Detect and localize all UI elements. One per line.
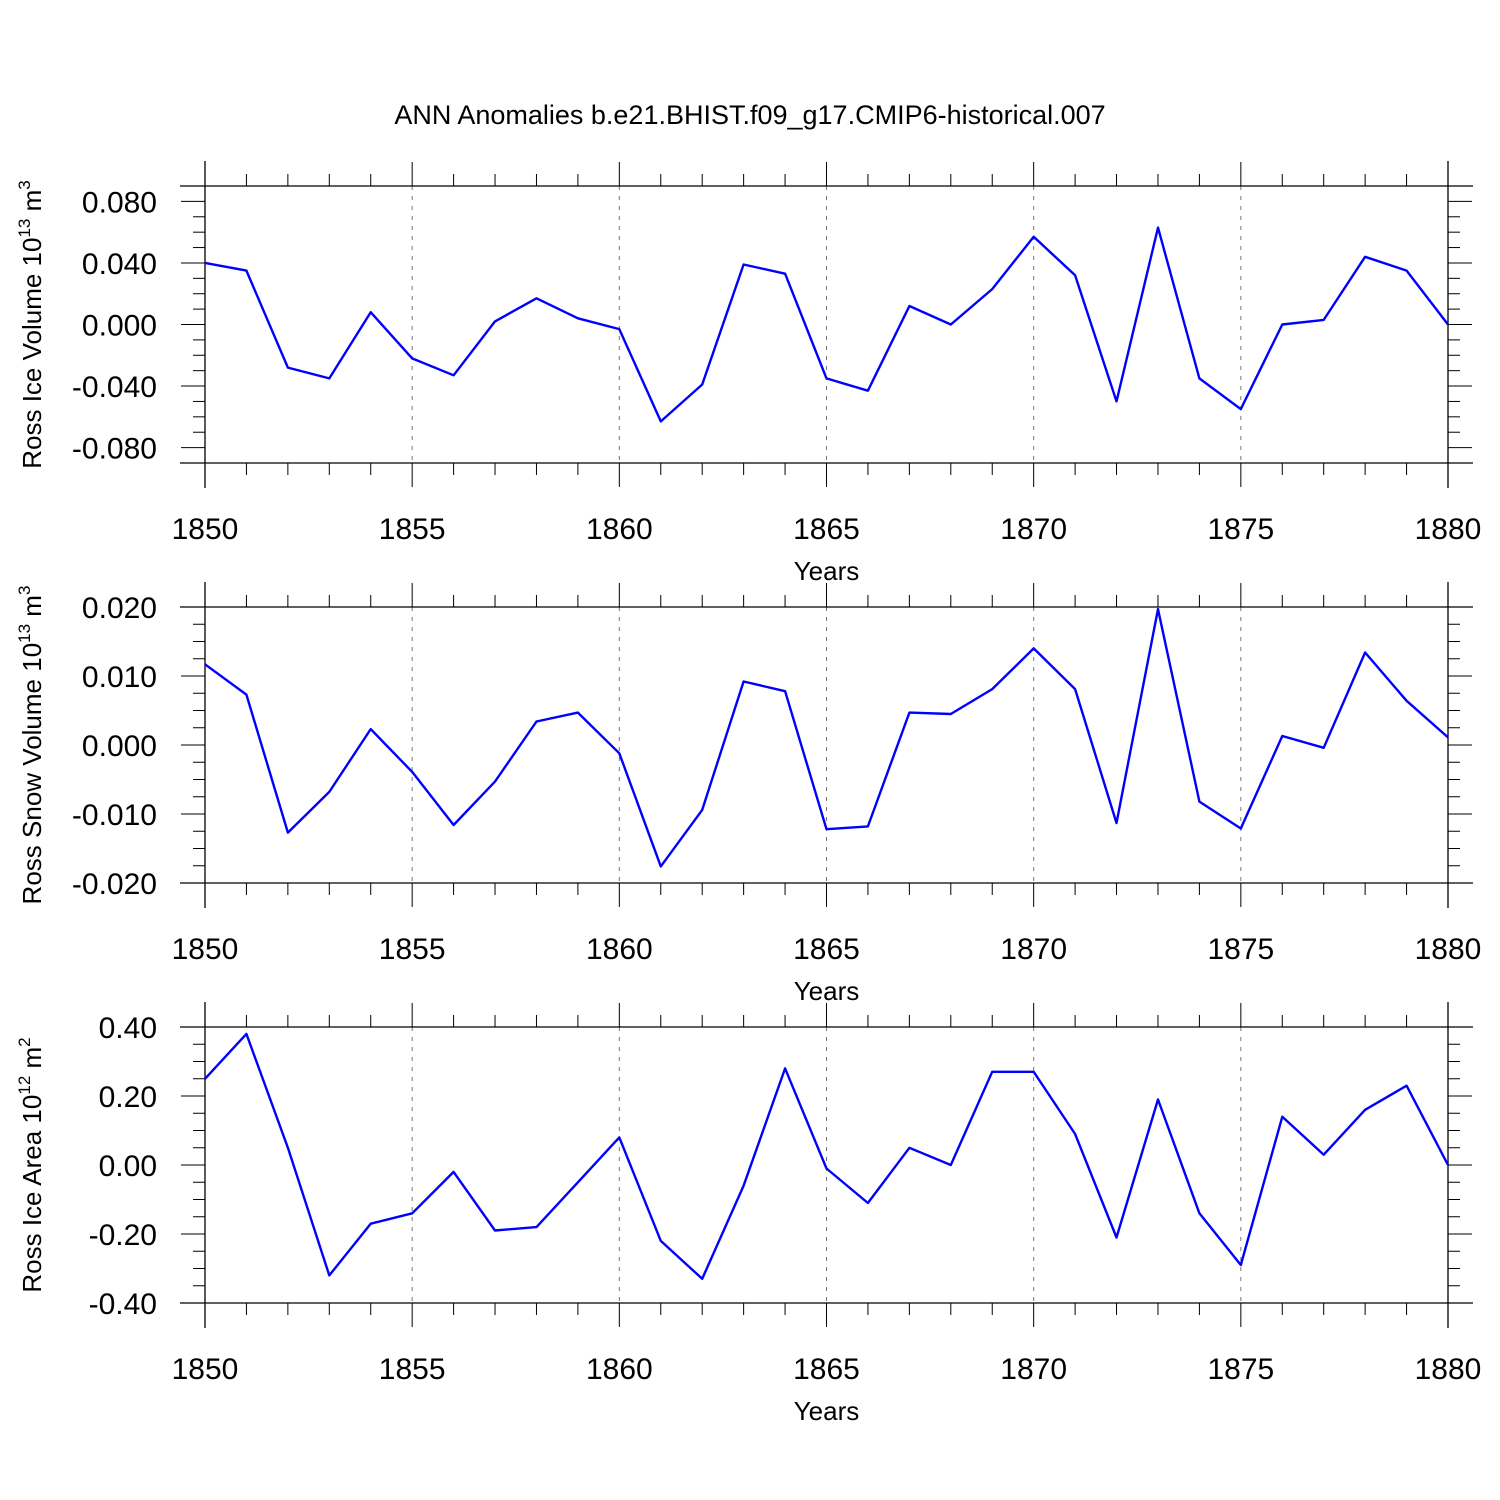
x-tick-label: 1880	[1415, 1353, 1482, 1386]
y-tick-label: 0.020	[82, 592, 157, 625]
y-tick-label: 0.20	[99, 1081, 157, 1114]
x-tick-label: 1850	[172, 513, 239, 546]
y-axis-title-exponent: 13	[15, 219, 34, 238]
y-tick-label: -0.40	[89, 1288, 157, 1321]
y-axis-title-unit-exponent: 2	[15, 1037, 34, 1046]
chart-panel-2: -0.020 -0.010 0.000 0.010 0.020 1850 1855 1860 1…	[15, 582, 1481, 1006]
chart-panel-3: -0.40 -0.20 0.00 0.20 0.40 1850 1855 1860 1865 18…	[15, 1002, 1481, 1426]
y-tick-label: 0.010	[82, 661, 157, 694]
y-axis-title: Ross Snow Volume 1013 m3	[15, 586, 47, 905]
panels-group: -0.080 -0.040 0.000 0.040 0.080 1850 1855 1860 1…	[15, 161, 1481, 1426]
x-axis-title: Years	[794, 1396, 860, 1426]
x-tick-label: 1875	[1207, 513, 1274, 546]
x-tick-label: 1875	[1207, 1353, 1274, 1386]
x-tick-label: 1865	[793, 933, 860, 966]
series-line-1	[204, 226, 1449, 423]
y-axis-title-unit: m	[17, 595, 47, 624]
x-tick-label: 1865	[793, 1353, 860, 1386]
y-tick-label: 0.000	[82, 310, 157, 343]
y-tick-label: -0.020	[72, 868, 157, 901]
x-tick-label: 1850	[172, 933, 239, 966]
x-tick-label: 1850	[172, 1353, 239, 1386]
x-tick-label: 1860	[586, 1353, 653, 1386]
series-line-2	[204, 607, 1449, 868]
x-tick-label: 1855	[379, 513, 446, 546]
x-tick-label: 1875	[1207, 933, 1274, 966]
y-axis-title-unit-exponent: 3	[15, 180, 34, 189]
y-axis-title-unit: m	[17, 190, 47, 219]
x-tick-label: 1860	[586, 513, 653, 546]
x-tick-label: 1870	[1000, 1353, 1067, 1386]
y-tick-label: -0.040	[72, 371, 157, 404]
x-tick-label: 1870	[1000, 933, 1067, 966]
x-tick-label: 1860	[586, 933, 653, 966]
y-axis-title-unit-exponent: 3	[15, 586, 34, 595]
y-axis-title-main: Ross Snow Volume 10	[17, 643, 47, 905]
y-axis-title: Ross Ice Area 1012 m2	[15, 1037, 47, 1292]
y-axis-title-main: Ross Ice Volume 10	[17, 238, 47, 469]
y-tick-label: -0.010	[72, 799, 157, 832]
y-axis-title-unit: m	[17, 1047, 47, 1076]
x-tick-label: 1855	[379, 933, 446, 966]
y-tick-label: 0.040	[82, 248, 157, 281]
x-tick-label: 1880	[1415, 933, 1482, 966]
x-axis-title: Years	[794, 556, 860, 586]
y-tick-label: 0.00	[99, 1150, 157, 1183]
y-axis-title: Ross Ice Volume 1013 m3	[15, 180, 47, 469]
y-tick-label: 0.40	[99, 1012, 157, 1045]
x-tick-label: 1880	[1415, 513, 1482, 546]
x-tick-label: 1855	[379, 1353, 446, 1386]
series-line-3	[204, 1032, 1450, 1281]
y-axis-title-exponent: 13	[15, 624, 34, 643]
y-tick-label: -0.080	[72, 433, 157, 466]
y-tick-label: 0.080	[82, 186, 157, 219]
y-tick-label: -0.20	[89, 1219, 157, 1252]
y-axis-title-exponent: 12	[15, 1076, 34, 1095]
figure-title: ANN Anomalies b.e21.BHIST.f09_g17.CMIP6-…	[394, 100, 1105, 130]
y-tick-label: 0.000	[82, 730, 157, 763]
chart-panel-1: -0.080 -0.040 0.000 0.040 0.080 1850 1855 1860 1…	[15, 161, 1481, 586]
x-axis-title: Years	[794, 976, 860, 1006]
y-axis-title-main: Ross Ice Area 10	[17, 1095, 47, 1293]
x-tick-label: 1865	[793, 513, 860, 546]
x-tick-label: 1870	[1000, 513, 1067, 546]
